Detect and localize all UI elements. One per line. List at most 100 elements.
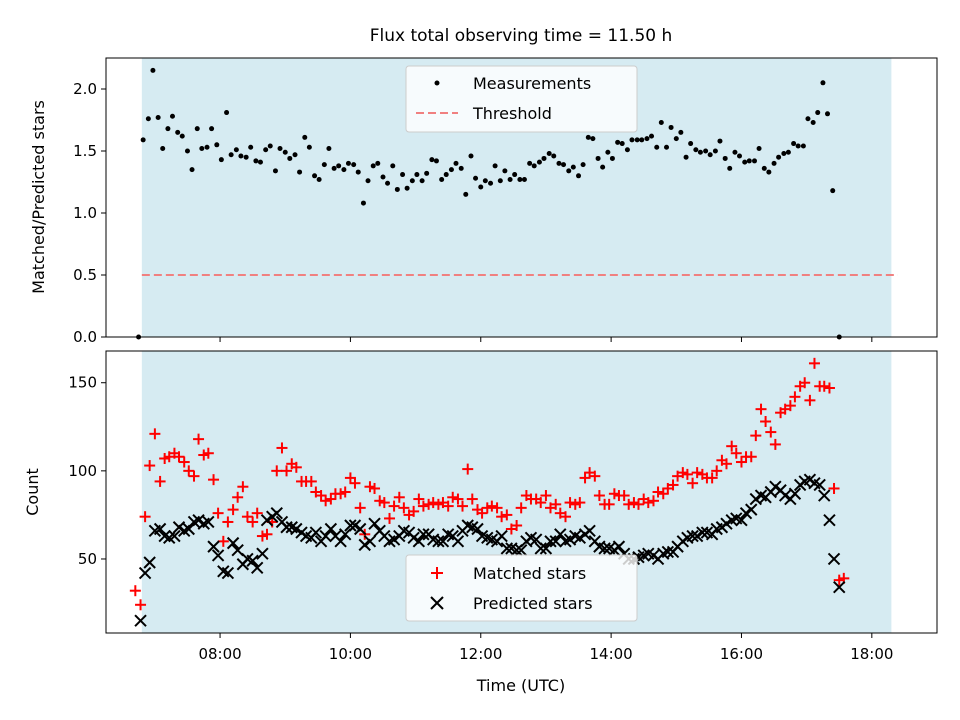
measurement-point xyxy=(531,163,537,169)
matched-star-point xyxy=(691,467,703,479)
predicted-star-point xyxy=(134,614,147,627)
measurement-point xyxy=(683,154,689,160)
matched-star-point xyxy=(730,447,742,459)
matched-star-point xyxy=(681,468,693,480)
matched-star-point xyxy=(589,470,601,482)
measurement-point xyxy=(756,146,762,152)
measurement-point xyxy=(400,172,406,178)
measurement-point xyxy=(272,168,278,174)
predicted-star-point xyxy=(544,535,557,548)
ratio-y-axis: 0.0 0.5 1.0 1.5 2.0 xyxy=(73,80,106,346)
matched-star-point xyxy=(427,497,439,509)
predicted-star-point xyxy=(432,535,445,548)
measurement-point xyxy=(766,169,772,175)
measurement-point xyxy=(345,160,351,166)
matched-star-point xyxy=(320,495,332,507)
measurement-point xyxy=(825,111,831,117)
count-y-label: Count xyxy=(23,468,42,516)
matched-star-point xyxy=(593,490,605,502)
measurement-point xyxy=(712,148,718,154)
matched-star-point xyxy=(647,495,659,507)
measurement-point xyxy=(810,119,816,125)
measurement-point xyxy=(390,163,396,169)
matched-star-point xyxy=(623,498,635,510)
measurement-point xyxy=(429,157,435,163)
measurement-point xyxy=(507,177,513,183)
measurement-point xyxy=(458,165,464,171)
measurement-point xyxy=(609,155,615,161)
matched-star-point xyxy=(511,519,523,531)
matched-star-point xyxy=(804,394,816,406)
ratio-plot-frame xyxy=(105,57,938,338)
matched-star-point xyxy=(632,498,644,510)
predicted-star-point xyxy=(182,522,195,536)
measurement-point xyxy=(175,129,181,135)
measurement-point xyxy=(424,170,430,176)
matched-star-point xyxy=(462,463,474,475)
measurement-point xyxy=(497,178,503,184)
matched-star-point xyxy=(144,460,156,472)
measurement-point xyxy=(512,172,518,178)
matched-star-point xyxy=(789,391,801,403)
measurement-point xyxy=(189,167,195,173)
predicted-star-point xyxy=(534,542,547,555)
matched-star-point xyxy=(603,498,615,510)
measurement-point xyxy=(737,153,743,159)
predicted-star-point xyxy=(353,522,367,536)
measurement-point xyxy=(600,164,606,170)
measurement-point xyxy=(169,113,175,119)
matched-star-point xyxy=(823,382,835,394)
measurement-point xyxy=(160,146,166,152)
measurement-point xyxy=(541,155,547,161)
measurement-point xyxy=(341,167,347,173)
measurement-point xyxy=(590,136,596,142)
measurement-point xyxy=(292,152,298,158)
matched-star-point xyxy=(755,403,767,415)
measurement-point xyxy=(517,177,523,183)
measurement-point xyxy=(536,159,542,165)
predicted-star-point xyxy=(202,515,215,529)
matched-star-point xyxy=(178,456,190,468)
measurement-point xyxy=(654,144,660,150)
measurement-point xyxy=(566,168,572,174)
measurement-point xyxy=(306,144,312,150)
count-y-axis: 50 100 150 xyxy=(68,374,106,568)
matched-star-point xyxy=(349,477,361,489)
predicted-star-point xyxy=(451,535,465,548)
predicted-star-point xyxy=(436,535,450,548)
matched-star-point xyxy=(564,497,576,509)
matched-star-point xyxy=(486,500,498,512)
matched-star-point xyxy=(251,507,263,519)
measurement-point xyxy=(619,141,625,147)
matched-star-point xyxy=(261,528,273,540)
measurement-point xyxy=(492,163,498,169)
matched-star-point xyxy=(501,509,513,521)
measurement-point xyxy=(732,149,738,155)
measurement-point xyxy=(585,134,591,140)
measurement-point xyxy=(145,116,151,122)
matched-star-point xyxy=(667,479,679,491)
measurement-point xyxy=(791,141,797,147)
matched-star-point xyxy=(720,458,732,470)
measurement-point xyxy=(742,159,748,165)
predicted-star-point xyxy=(500,542,514,555)
matched-star-point xyxy=(129,585,141,597)
matched-star-point xyxy=(760,416,772,427)
measurement-point xyxy=(233,147,239,153)
measurement-point xyxy=(365,178,371,184)
measurement-point xyxy=(761,165,767,171)
measurement-point xyxy=(439,177,445,183)
measurement-point xyxy=(561,162,567,168)
measurement-point xyxy=(473,175,479,181)
matched-star-point xyxy=(726,440,738,452)
measurement-point xyxy=(595,155,601,161)
predicted-star-point xyxy=(251,561,264,574)
matched-star-point xyxy=(750,430,762,442)
matched-star-point xyxy=(550,498,562,510)
measurement-point xyxy=(218,157,224,163)
measurement-point xyxy=(727,165,733,171)
measurements-series xyxy=(136,67,842,340)
matched-star-point xyxy=(452,493,464,505)
measurement-point xyxy=(746,158,752,164)
